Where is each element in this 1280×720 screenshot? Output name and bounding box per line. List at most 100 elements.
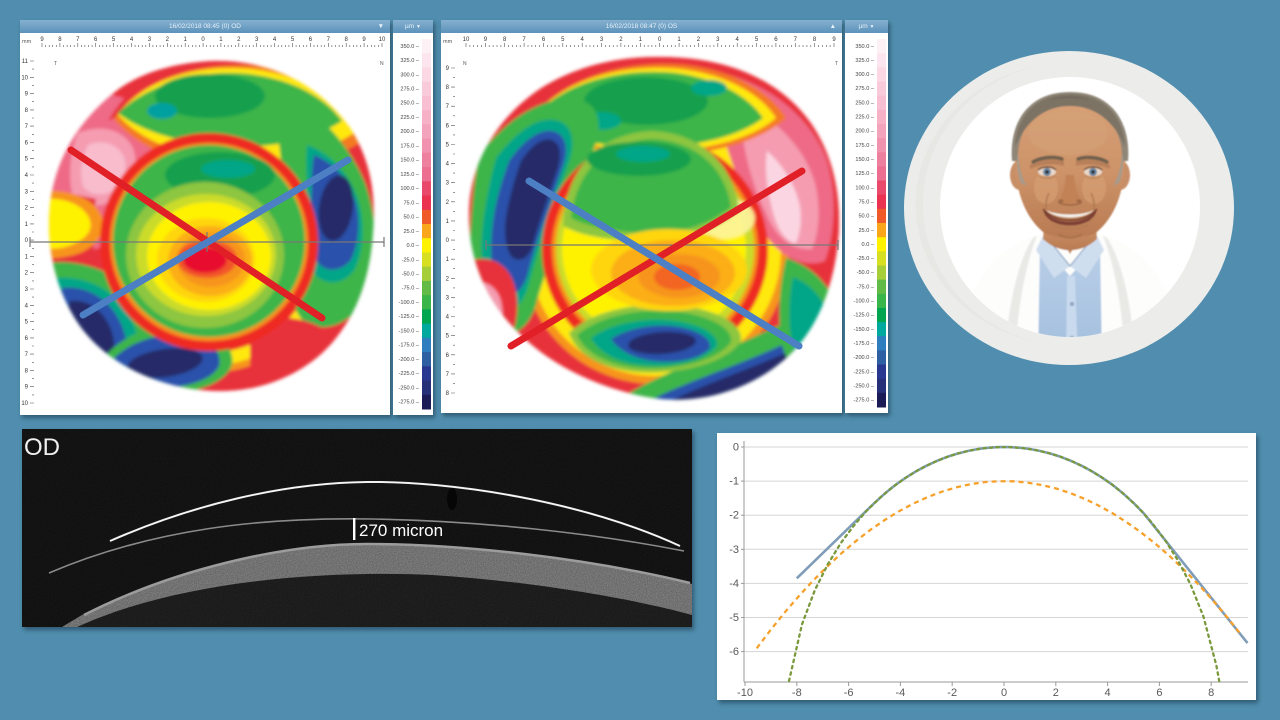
svg-text:-6: -6 xyxy=(844,687,854,699)
svg-text:-4: -4 xyxy=(896,687,906,699)
svg-text:2: 2 xyxy=(237,37,241,43)
svg-text:150.0 –: 150.0 – xyxy=(400,158,420,164)
svg-text:2: 2 xyxy=(619,37,623,43)
svg-text:100.0 –: 100.0 – xyxy=(400,186,420,192)
svg-text:mm: mm xyxy=(443,39,453,45)
svg-text:1: 1 xyxy=(25,222,29,228)
svg-text:250.0 –: 250.0 – xyxy=(400,101,420,107)
svg-text:-1: -1 xyxy=(729,476,739,488)
svg-text:-275.0 –: -275.0 – xyxy=(853,398,874,404)
svg-text:3: 3 xyxy=(600,37,604,43)
svg-text:125.0 –: 125.0 – xyxy=(855,171,875,177)
svg-text:9: 9 xyxy=(40,37,44,43)
svg-text:6: 6 xyxy=(25,140,29,146)
svg-text:3: 3 xyxy=(446,181,450,187)
svg-text:5: 5 xyxy=(25,320,29,326)
svg-text:1: 1 xyxy=(219,37,223,43)
svg-text:6: 6 xyxy=(309,37,313,43)
svg-text:-8: -8 xyxy=(792,687,802,699)
svg-text:50.0 –: 50.0 – xyxy=(403,215,419,221)
svg-text:3: 3 xyxy=(446,295,450,301)
svg-text:-50.0 –: -50.0 – xyxy=(402,272,420,278)
svg-text:6: 6 xyxy=(542,37,546,43)
svg-text:4: 4 xyxy=(736,37,740,43)
svg-text:5: 5 xyxy=(755,37,759,43)
svg-text:5: 5 xyxy=(446,143,450,149)
svg-text:350.0 –: 350.0 – xyxy=(855,44,875,50)
svg-text:0.0 –: 0.0 – xyxy=(862,242,875,248)
svg-text:0: 0 xyxy=(201,37,205,43)
svg-text:-75.0 –: -75.0 – xyxy=(857,284,875,290)
svg-text:1: 1 xyxy=(446,219,450,225)
svg-text:325.0 –: 325.0 – xyxy=(855,58,875,64)
svg-text:4: 4 xyxy=(581,37,585,43)
svg-text:270 micron: 270 micron xyxy=(359,521,443,540)
svg-text:9: 9 xyxy=(25,385,29,391)
svg-text:7: 7 xyxy=(25,124,29,130)
svg-text:-4: -4 xyxy=(729,578,739,590)
svg-text:7: 7 xyxy=(327,37,331,43)
svg-text:0: 0 xyxy=(658,37,662,43)
svg-text:-75.0 –: -75.0 – xyxy=(402,286,420,292)
svg-text:11: 11 xyxy=(22,59,29,65)
svg-text:-150.0 –: -150.0 – xyxy=(853,327,874,333)
svg-text:7: 7 xyxy=(522,37,526,43)
svg-text:-175.0 –: -175.0 – xyxy=(398,343,419,349)
svg-text:50.0 –: 50.0 – xyxy=(858,214,874,220)
svg-text:0: 0 xyxy=(1001,687,1007,699)
svg-text:4: 4 xyxy=(446,162,450,168)
svg-text:3: 3 xyxy=(25,287,29,293)
svg-text:N: N xyxy=(380,61,384,67)
svg-text:6: 6 xyxy=(446,353,450,359)
svg-text:175.0 –: 175.0 – xyxy=(855,143,875,149)
svg-text:-100.0 –: -100.0 – xyxy=(398,300,419,306)
svg-text:125.0 –: 125.0 – xyxy=(400,172,420,178)
svg-text:225.0 –: 225.0 – xyxy=(855,115,875,121)
svg-text:9: 9 xyxy=(362,37,366,43)
svg-text:100.0 –: 100.0 – xyxy=(855,185,875,191)
svg-text:T: T xyxy=(54,61,57,67)
svg-text:325.0 –: 325.0 – xyxy=(400,58,420,64)
svg-text:8: 8 xyxy=(446,85,450,91)
svg-text:200.0 –: 200.0 – xyxy=(855,129,875,135)
svg-text:-25.0 –: -25.0 – xyxy=(402,257,420,263)
svg-text:275.0 –: 275.0 – xyxy=(400,87,420,93)
svg-text:10: 10 xyxy=(21,401,28,407)
svg-text:8: 8 xyxy=(1208,687,1214,699)
svg-text:2: 2 xyxy=(1053,687,1059,699)
svg-text:10: 10 xyxy=(21,75,28,81)
svg-text:350.0 –: 350.0 – xyxy=(400,44,420,50)
svg-text:8: 8 xyxy=(345,37,349,43)
svg-text:4: 4 xyxy=(130,37,134,43)
svg-text:4: 4 xyxy=(25,173,29,179)
svg-text:-250.0 –: -250.0 – xyxy=(853,384,874,390)
svg-text:25.0 –: 25.0 – xyxy=(858,228,874,234)
svg-text:-225.0 –: -225.0 – xyxy=(398,371,419,377)
svg-text:200.0 –: 200.0 – xyxy=(400,129,420,135)
svg-text:225.0 –: 225.0 – xyxy=(400,115,420,121)
svg-text:-275.0 –: -275.0 – xyxy=(398,400,419,406)
svg-text:300.0 –: 300.0 – xyxy=(400,72,420,78)
svg-text:9: 9 xyxy=(832,37,836,43)
svg-text:4: 4 xyxy=(1105,687,1111,699)
svg-text:8: 8 xyxy=(58,37,62,43)
svg-text:75.0 –: 75.0 – xyxy=(403,200,419,206)
svg-text:3: 3 xyxy=(25,189,29,195)
svg-text:3: 3 xyxy=(148,37,152,43)
svg-text:-125.0 –: -125.0 – xyxy=(853,313,874,319)
svg-text:7: 7 xyxy=(76,37,80,43)
svg-text:1: 1 xyxy=(25,254,29,260)
svg-text:0.0 –: 0.0 – xyxy=(407,243,420,249)
svg-text:0: 0 xyxy=(733,442,739,454)
svg-text:N: N xyxy=(463,61,467,67)
svg-text:9: 9 xyxy=(25,92,29,98)
svg-text:2: 2 xyxy=(25,206,29,212)
svg-text:8: 8 xyxy=(813,37,817,43)
svg-text:4: 4 xyxy=(25,303,29,309)
svg-text:8: 8 xyxy=(25,368,29,374)
svg-text:150.0 –: 150.0 – xyxy=(855,157,875,163)
svg-text:8: 8 xyxy=(25,108,29,114)
svg-text:4: 4 xyxy=(273,37,277,43)
svg-text:5: 5 xyxy=(561,37,565,43)
svg-text:-2: -2 xyxy=(947,687,957,699)
